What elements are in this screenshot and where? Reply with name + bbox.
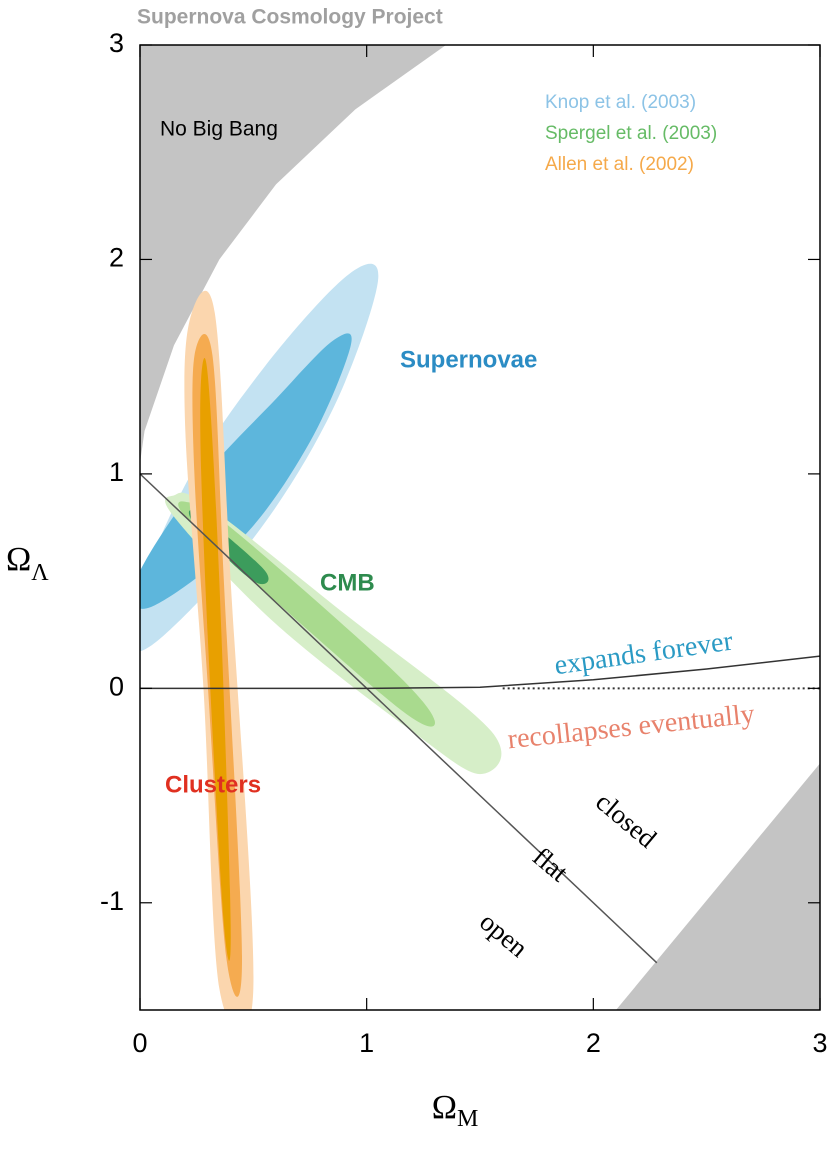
series-label: CMB (320, 569, 375, 596)
confidence-contour (200, 358, 231, 961)
x-tick-label: 3 (812, 1028, 827, 1058)
excluded-region (616, 763, 820, 1010)
series-label: Clusters (165, 771, 261, 798)
annotation: No Big Bang (160, 118, 278, 141)
annotation: open (474, 906, 534, 963)
annotation: closed (590, 786, 663, 854)
x-axis-subscript: M (457, 1106, 478, 1132)
x-tick-label: 2 (586, 1028, 601, 1058)
plot-area (140, 45, 820, 1010)
y-tick-label: 3 (109, 28, 124, 58)
y-tick-label: 1 (109, 457, 124, 487)
boundary-line (140, 655, 820, 690)
excluded-region (140, 45, 446, 464)
annotation: flat (527, 841, 574, 887)
x-axis-label: ΩM (432, 1089, 479, 1132)
y-axis-subscript: Λ (31, 560, 49, 586)
x-tick-label: 0 (132, 1028, 147, 1058)
series-label: Supernovae (400, 346, 537, 373)
legend-entry: Allen et al. (2002) (545, 154, 694, 175)
x-axis-symbol: Ω (432, 1089, 457, 1126)
chart-title: Supernova Cosmology Project (137, 6, 443, 29)
annotation: recollapses eventually (506, 699, 756, 756)
y-axis-label: ΩΛ (6, 541, 49, 586)
y-tick-label: -1 (100, 886, 124, 916)
plot-frame (139, 44, 821, 1011)
annotation: expands forever (553, 626, 736, 682)
legend-entry: Spergel et al. (2003) (545, 123, 717, 144)
y-axis-symbol: Ω (6, 541, 31, 578)
y-tick-label: 2 (109, 243, 124, 273)
y-tick-label: 0 (109, 671, 124, 701)
boundary-line (140, 473, 658, 964)
legend-entry: Knop et al. (2003) (545, 92, 696, 113)
x-tick-label: 1 (359, 1028, 374, 1058)
